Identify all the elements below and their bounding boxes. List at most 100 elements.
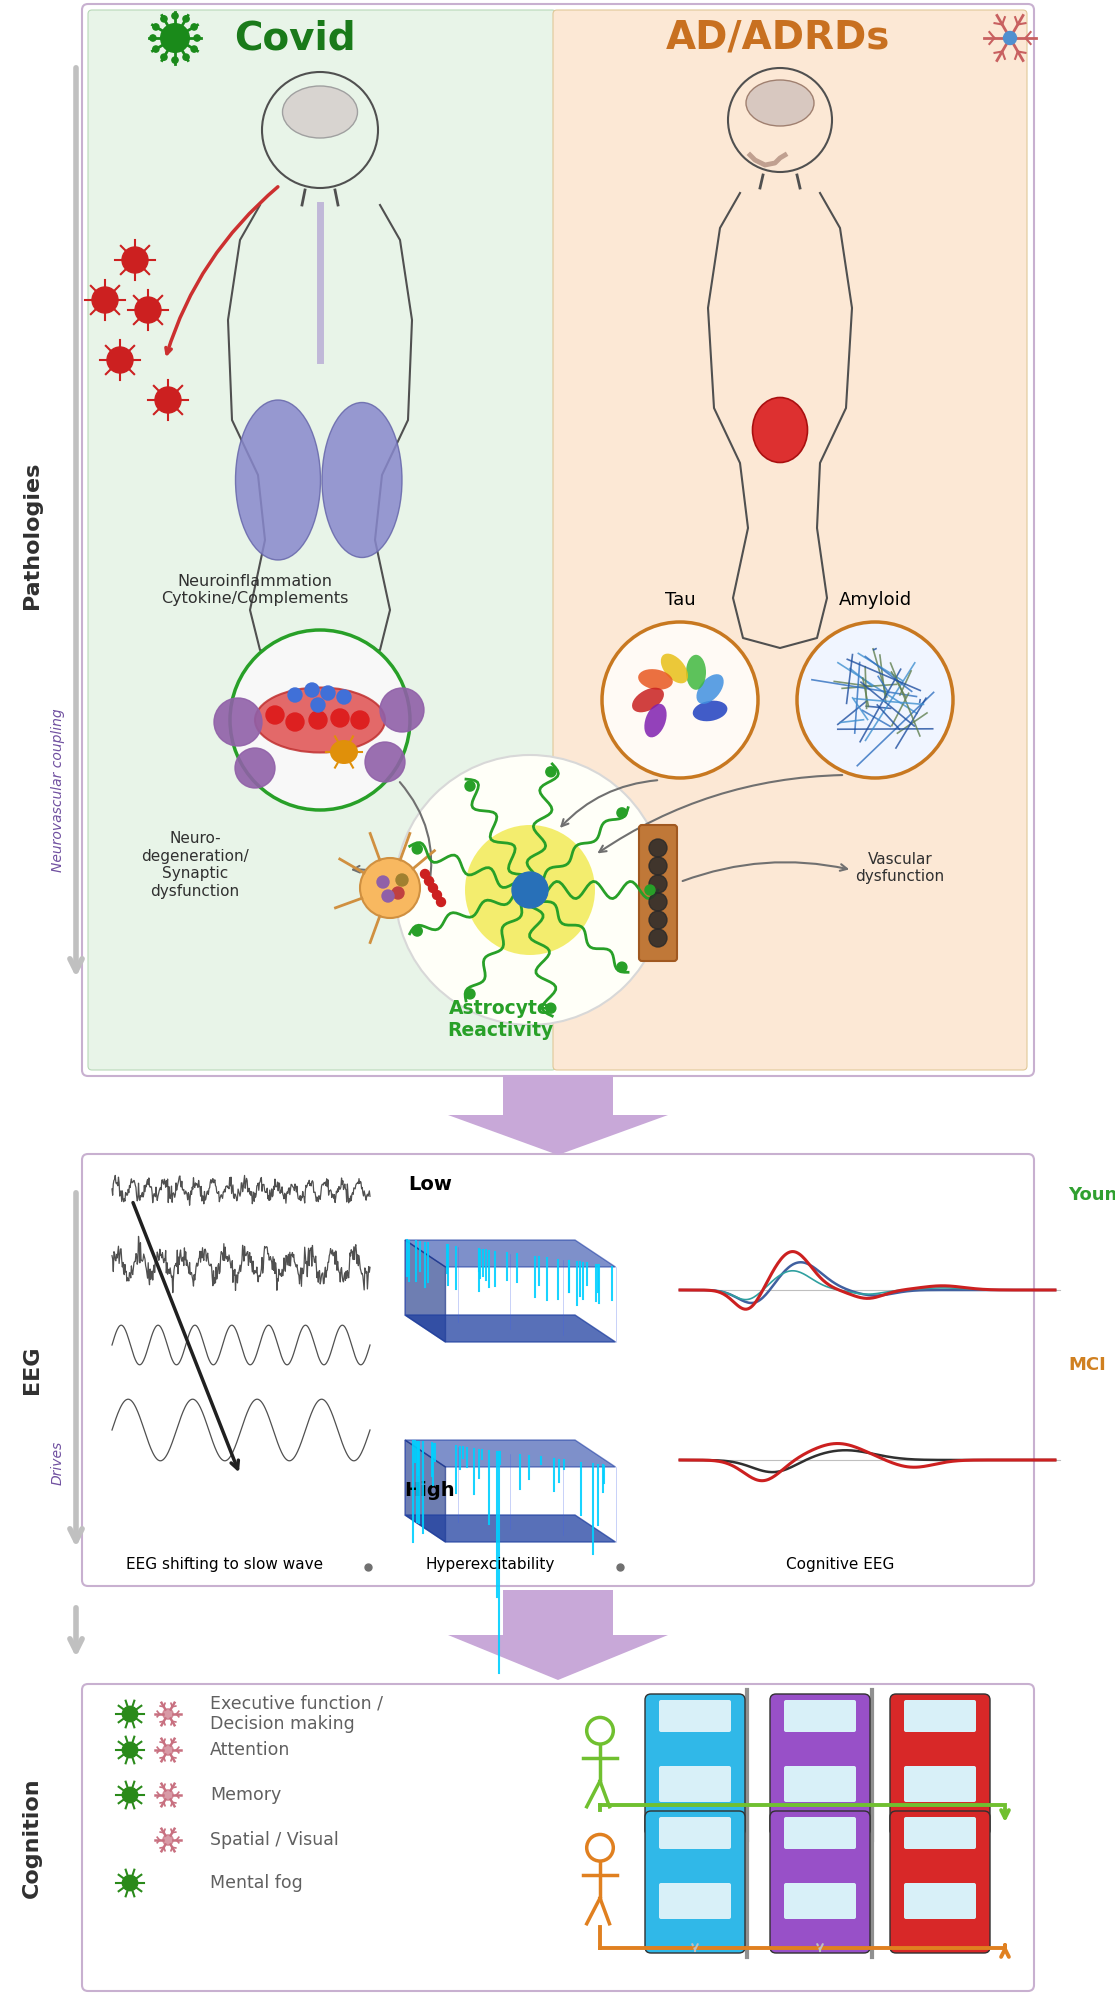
Text: Cognitive EEG: Cognitive EEG bbox=[786, 1558, 894, 1572]
Circle shape bbox=[172, 12, 178, 20]
Circle shape bbox=[311, 698, 324, 712]
Circle shape bbox=[602, 622, 758, 778]
Text: AD/ADRDs: AD/ADRDs bbox=[666, 18, 890, 56]
Circle shape bbox=[396, 874, 408, 886]
Circle shape bbox=[377, 876, 389, 888]
Circle shape bbox=[420, 870, 429, 878]
Circle shape bbox=[183, 16, 190, 22]
Text: Cognition: Cognition bbox=[22, 1778, 42, 1898]
Circle shape bbox=[93, 286, 118, 312]
FancyBboxPatch shape bbox=[659, 1816, 731, 1848]
Circle shape bbox=[413, 844, 423, 854]
Text: Tau: Tau bbox=[665, 592, 696, 608]
FancyBboxPatch shape bbox=[904, 1884, 976, 1920]
Text: Young: Young bbox=[1068, 1186, 1115, 1204]
FancyBboxPatch shape bbox=[770, 1694, 870, 1836]
FancyBboxPatch shape bbox=[553, 10, 1027, 1070]
Circle shape bbox=[191, 46, 197, 52]
Text: Spatial / Visual: Spatial / Visual bbox=[210, 1832, 339, 1848]
Circle shape bbox=[649, 928, 667, 948]
Circle shape bbox=[214, 698, 262, 746]
Text: Neuro-
degeneration/
Synaptic
dysfunction: Neuro- degeneration/ Synaptic dysfunctio… bbox=[142, 832, 249, 898]
Circle shape bbox=[797, 622, 953, 778]
Polygon shape bbox=[448, 1590, 668, 1680]
Circle shape bbox=[546, 1004, 556, 1014]
Circle shape bbox=[436, 898, 446, 906]
Circle shape bbox=[512, 872, 547, 908]
Circle shape bbox=[306, 684, 319, 698]
Polygon shape bbox=[405, 1240, 446, 1342]
Circle shape bbox=[153, 24, 159, 30]
FancyBboxPatch shape bbox=[659, 1766, 731, 1802]
FancyBboxPatch shape bbox=[904, 1816, 976, 1848]
Circle shape bbox=[1004, 32, 1017, 44]
Circle shape bbox=[649, 876, 667, 892]
Circle shape bbox=[155, 388, 181, 414]
Text: Amyloid: Amyloid bbox=[838, 592, 912, 608]
Circle shape bbox=[380, 688, 424, 732]
Circle shape bbox=[235, 748, 275, 788]
Circle shape bbox=[465, 782, 475, 792]
Text: Memory: Memory bbox=[210, 1786, 281, 1804]
Ellipse shape bbox=[255, 688, 385, 752]
Circle shape bbox=[465, 988, 475, 998]
FancyBboxPatch shape bbox=[83, 4, 1034, 1076]
Circle shape bbox=[161, 24, 190, 52]
Text: Hyperexcitability: Hyperexcitability bbox=[425, 1558, 554, 1572]
Ellipse shape bbox=[697, 674, 724, 704]
Circle shape bbox=[360, 858, 420, 918]
Circle shape bbox=[135, 296, 161, 322]
Ellipse shape bbox=[235, 400, 320, 560]
Circle shape bbox=[153, 46, 159, 52]
FancyBboxPatch shape bbox=[784, 1766, 856, 1802]
Ellipse shape bbox=[632, 688, 663, 712]
Text: Vascular
dysfunction: Vascular dysfunction bbox=[855, 852, 944, 884]
Circle shape bbox=[365, 742, 405, 782]
Circle shape bbox=[351, 712, 369, 728]
Ellipse shape bbox=[322, 402, 403, 558]
Text: Executive function /
Decision making: Executive function / Decision making bbox=[210, 1694, 382, 1734]
Circle shape bbox=[617, 808, 627, 818]
Circle shape bbox=[123, 1788, 137, 1802]
Circle shape bbox=[161, 16, 167, 22]
Circle shape bbox=[433, 890, 442, 900]
Circle shape bbox=[194, 34, 201, 42]
Ellipse shape bbox=[282, 86, 358, 138]
Circle shape bbox=[649, 856, 667, 876]
FancyBboxPatch shape bbox=[644, 1812, 745, 1952]
Circle shape bbox=[183, 54, 190, 60]
Text: Low: Low bbox=[408, 1176, 452, 1194]
Circle shape bbox=[266, 706, 284, 724]
Circle shape bbox=[172, 56, 178, 64]
FancyBboxPatch shape bbox=[784, 1884, 856, 1920]
Circle shape bbox=[122, 246, 148, 272]
Text: Attention: Attention bbox=[210, 1740, 290, 1760]
Circle shape bbox=[546, 766, 556, 776]
Circle shape bbox=[163, 1708, 173, 1720]
FancyBboxPatch shape bbox=[784, 1816, 856, 1848]
Circle shape bbox=[230, 630, 410, 810]
FancyBboxPatch shape bbox=[770, 1812, 870, 1952]
Circle shape bbox=[649, 840, 667, 856]
Text: Drives: Drives bbox=[51, 1440, 65, 1484]
Circle shape bbox=[649, 892, 667, 912]
Text: Pathologies: Pathologies bbox=[22, 462, 42, 608]
Circle shape bbox=[392, 888, 404, 900]
Text: EEG: EEG bbox=[22, 1346, 42, 1394]
Circle shape bbox=[287, 714, 304, 730]
Circle shape bbox=[337, 690, 351, 704]
Ellipse shape bbox=[644, 704, 667, 738]
Polygon shape bbox=[448, 1076, 668, 1156]
Text: Mental fog: Mental fog bbox=[210, 1874, 303, 1892]
Circle shape bbox=[123, 1876, 137, 1890]
Ellipse shape bbox=[661, 654, 688, 684]
Circle shape bbox=[321, 686, 334, 700]
Text: MCI: MCI bbox=[1068, 1356, 1106, 1374]
Polygon shape bbox=[405, 1440, 446, 1542]
Circle shape bbox=[161, 54, 167, 60]
Circle shape bbox=[309, 712, 327, 728]
Circle shape bbox=[465, 824, 595, 956]
Circle shape bbox=[395, 754, 665, 1024]
Polygon shape bbox=[405, 1240, 615, 1268]
FancyBboxPatch shape bbox=[904, 1700, 976, 1732]
